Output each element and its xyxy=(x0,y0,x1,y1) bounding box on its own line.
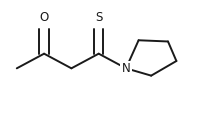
Text: N: N xyxy=(122,62,130,75)
Text: O: O xyxy=(39,11,49,24)
Text: S: S xyxy=(95,11,102,24)
